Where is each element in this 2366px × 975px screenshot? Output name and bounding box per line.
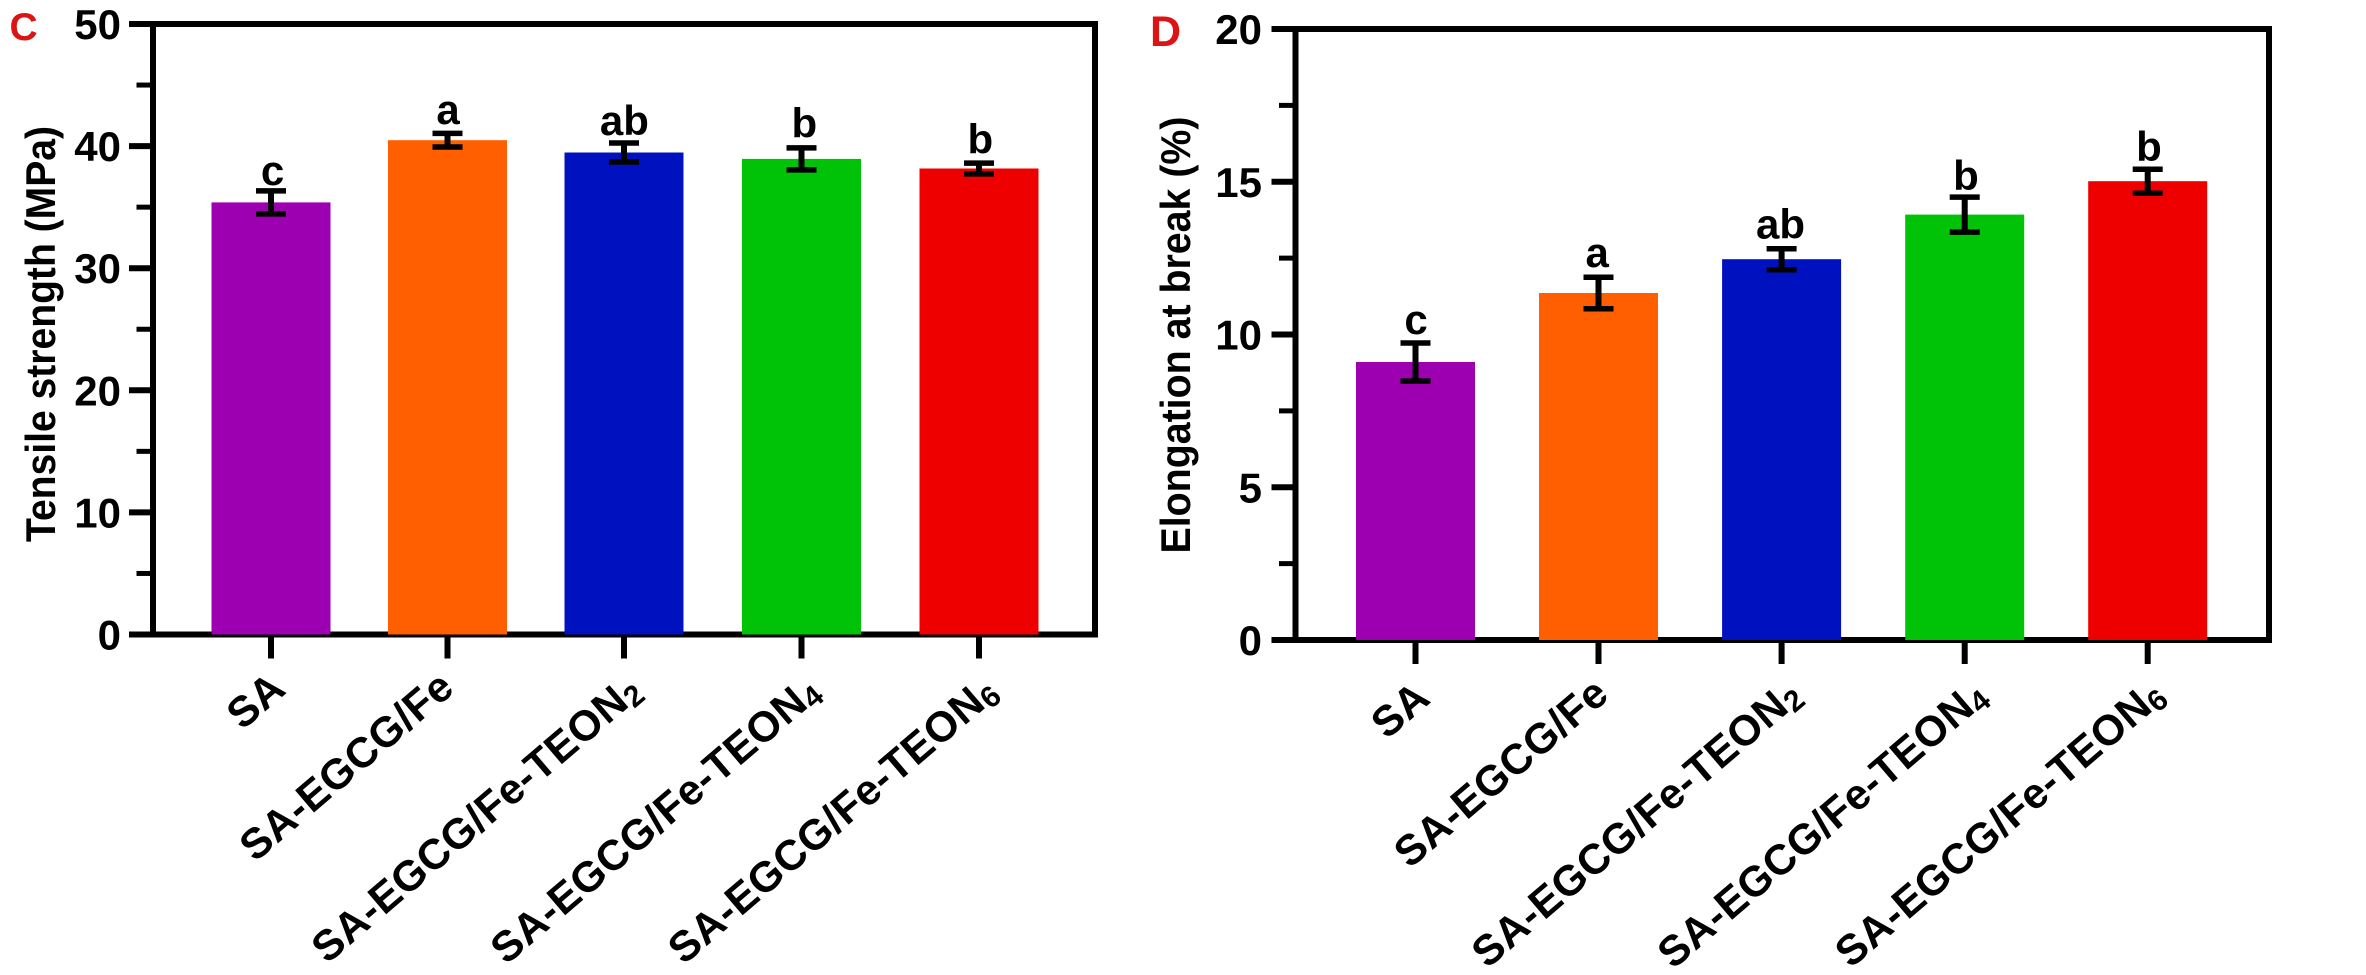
svg-text:ab: ab	[1756, 201, 1805, 248]
svg-text:5: 5	[1239, 464, 1262, 511]
svg-text:10: 10	[74, 489, 121, 536]
svg-text:b: b	[1953, 152, 1979, 199]
svg-text:10: 10	[1215, 312, 1262, 359]
svg-text:b: b	[2136, 123, 2162, 170]
svg-text:ab: ab	[600, 97, 649, 144]
svg-text:a: a	[1586, 229, 1610, 276]
svg-text:Tensile strength (MPa): Tensile strength (MPa)	[17, 126, 64, 542]
svg-text:50: 50	[74, 1, 121, 48]
svg-text:Elongation at break (%): Elongation at break (%)	[1152, 117, 1199, 554]
svg-text:c: c	[261, 147, 284, 194]
svg-text:D: D	[1150, 8, 1181, 56]
svg-text:20: 20	[74, 367, 121, 414]
svg-text:C: C	[10, 6, 38, 49]
svg-text:a: a	[436, 86, 460, 133]
svg-text:20: 20	[1215, 6, 1262, 53]
svg-text:c: c	[1404, 296, 1427, 343]
svg-text:30: 30	[74, 245, 121, 292]
svg-text:40: 40	[74, 123, 121, 170]
svg-text:15: 15	[1215, 159, 1262, 206]
svg-text:0: 0	[98, 612, 121, 659]
svg-text:b: b	[967, 116, 993, 163]
svg-text:b: b	[791, 100, 817, 147]
svg-text:0: 0	[1239, 617, 1262, 664]
